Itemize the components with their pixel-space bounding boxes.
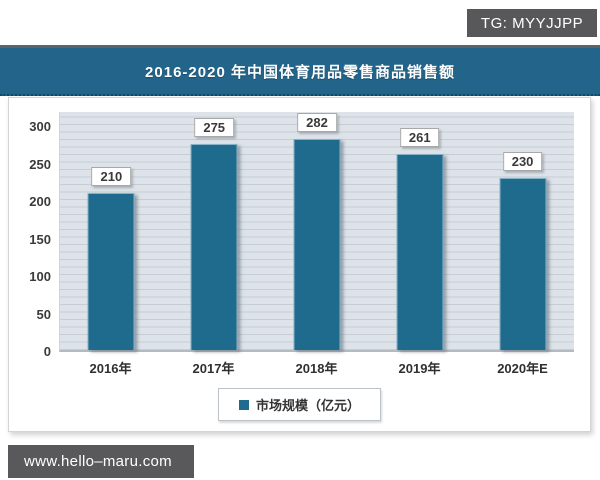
- chart-title: 2016-2020 年中国体育用品零售商品销售额: [145, 63, 455, 81]
- bar-2016年: [87, 192, 135, 350]
- x-axis: 2016年 2017年 2018年 2019年 2020年E: [59, 356, 574, 380]
- site-watermark-text: www.hello–maru.com: [24, 453, 172, 470]
- y-axis-tick: 200: [29, 194, 51, 209]
- y-axis-tick: 150: [29, 231, 51, 247]
- tg-watermark-badge: TG: MYYJJPP: [467, 9, 597, 37]
- value-label-2020年E: 230: [502, 151, 543, 171]
- bar-2018年: [293, 138, 341, 350]
- legend-marker-icon: [238, 399, 249, 410]
- bar-slot: 282: [266, 112, 369, 350]
- bar-slot: 230: [471, 112, 574, 350]
- legend-row: 市场规模（亿元）: [9, 388, 590, 421]
- x-axis-label-2018年: 2018年: [295, 361, 338, 376]
- x-axis-label-2016年: 2016年: [89, 361, 132, 376]
- chart-panel: 0 50 100 150 200 250 300 210 275 282 261 230 2016年…: [8, 97, 591, 432]
- x-axis-label-2020年E: 2020年E: [497, 361, 548, 376]
- value-label-2016年: 210: [91, 166, 132, 186]
- tg-watermark-text: TG: MYYJJPP: [480, 14, 584, 32]
- bar-slot: 275: [163, 112, 266, 350]
- x-axis-label-2019年: 2019年: [398, 361, 441, 376]
- chart-title-band: 2016-2020 年中国体育用品零售商品销售额: [0, 45, 600, 96]
- bar-slot: 261: [368, 112, 471, 350]
- plot-area: 210 275 282 261 230: [59, 112, 574, 352]
- site-watermark-bar: www.hello–maru.com: [8, 445, 194, 478]
- value-label-2019年: 261: [399, 128, 440, 148]
- value-label-2018年: 282: [297, 112, 337, 132]
- y-axis-tick: 50: [36, 306, 51, 322]
- value-label-2017年: 275: [194, 117, 235, 137]
- plot-row: 0 50 100 150 200 250 300 210 275 282 261 230: [17, 112, 574, 359]
- bar-2019年: [396, 154, 444, 350]
- y-axis-tick: 0: [43, 344, 51, 359]
- y-axis-tick: 250: [29, 156, 51, 172]
- y-axis-tick: 300: [29, 119, 51, 134]
- bar-2020年E: [499, 177, 547, 350]
- bar-slot: 210: [60, 112, 163, 350]
- y-axis-tick: 100: [29, 269, 51, 284]
- y-axis: 0 50 100 150 200 250 300: [17, 112, 59, 359]
- bar-2017年: [190, 143, 238, 350]
- x-axis-label-2017年: 2017年: [192, 361, 235, 376]
- legend-label: 市场规模（亿元）: [255, 398, 360, 413]
- legend: 市场规模（亿元）: [217, 388, 381, 421]
